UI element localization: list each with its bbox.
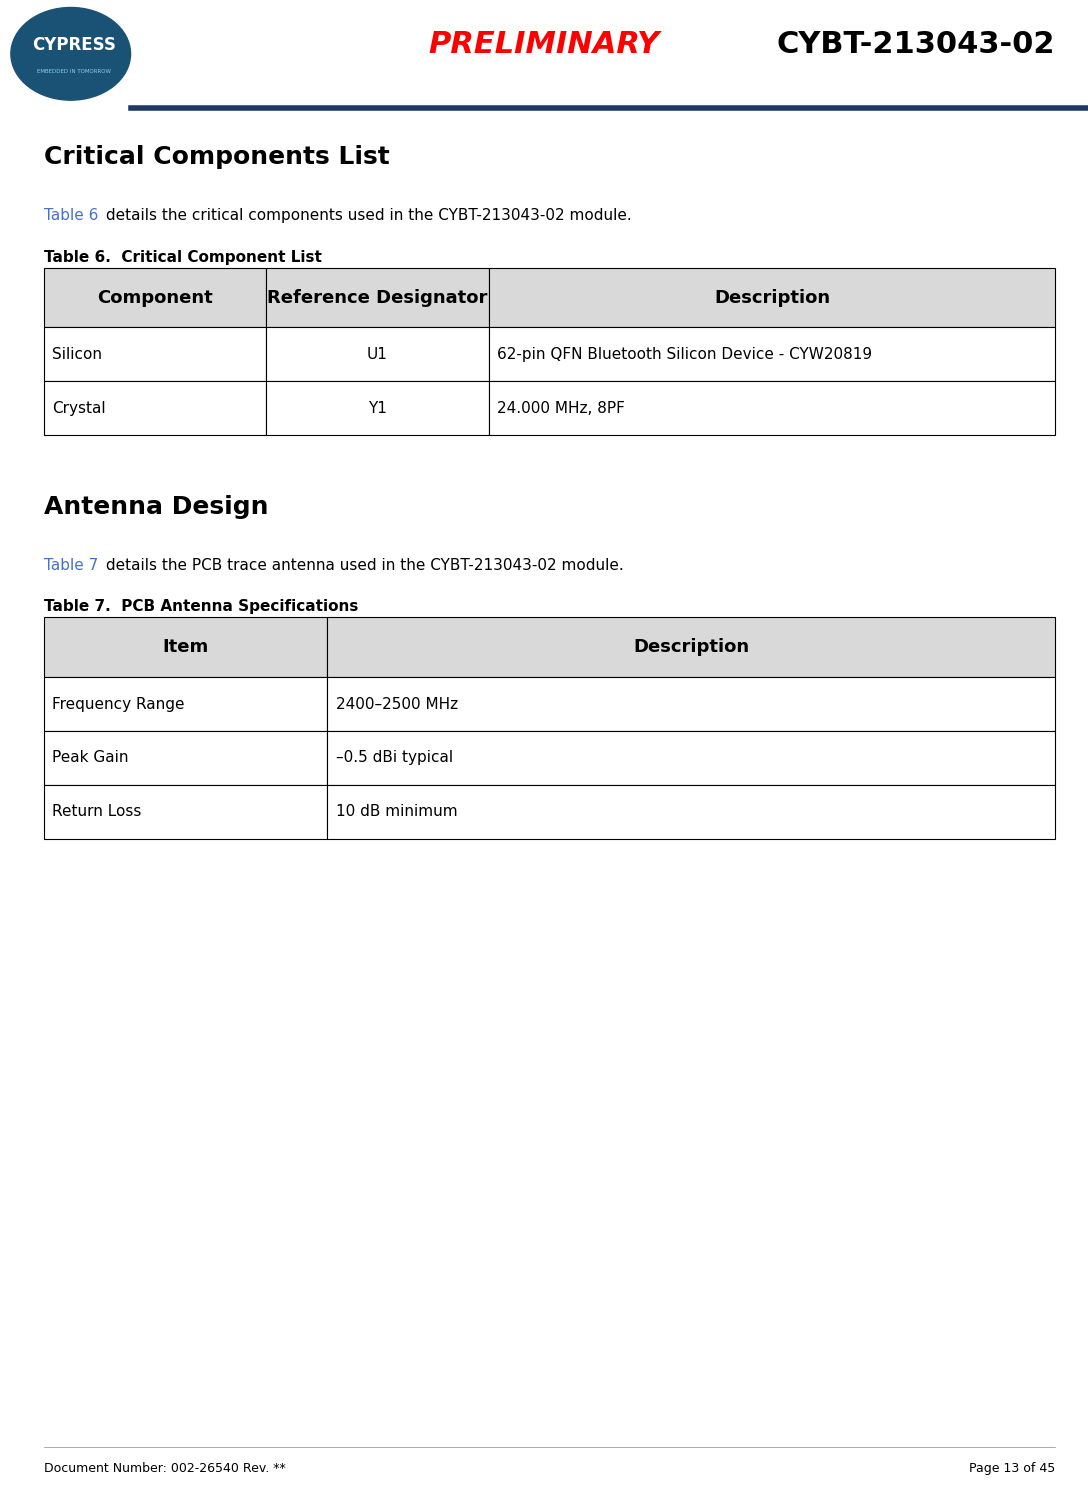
Text: CYBT-213043-02: CYBT-213043-02 xyxy=(777,30,1055,60)
Bar xyxy=(44,677,326,731)
Bar xyxy=(489,381,1055,435)
Bar xyxy=(267,268,489,327)
Text: Component: Component xyxy=(97,289,212,306)
Text: 2400–2500 MHz: 2400–2500 MHz xyxy=(335,697,458,712)
Text: Page 13 of 45: Page 13 of 45 xyxy=(969,1462,1055,1474)
Text: CYPRESS: CYPRESS xyxy=(32,36,116,54)
Bar xyxy=(489,327,1055,381)
Text: 10 dB minimum: 10 dB minimum xyxy=(335,804,457,819)
Bar xyxy=(44,731,326,785)
Bar xyxy=(267,381,489,435)
Text: Table 6: Table 6 xyxy=(44,208,98,223)
Bar xyxy=(326,785,1055,839)
Text: Frequency Range: Frequency Range xyxy=(52,697,185,712)
Text: Table 6.  Critical Component List: Table 6. Critical Component List xyxy=(44,250,321,265)
Ellipse shape xyxy=(11,7,131,100)
Text: details the critical components used in the CYBT-213043-02 module.: details the critical components used in … xyxy=(101,208,632,223)
Bar xyxy=(44,268,267,327)
Bar xyxy=(44,785,326,839)
Text: Table 7.  PCB Antenna Specifications: Table 7. PCB Antenna Specifications xyxy=(44,599,358,614)
Text: Antenna Design: Antenna Design xyxy=(44,495,268,519)
Text: 24.000 MHz, 8PF: 24.000 MHz, 8PF xyxy=(497,401,626,416)
Bar xyxy=(267,327,489,381)
Bar xyxy=(44,327,267,381)
Text: U1: U1 xyxy=(367,347,387,362)
Text: Silicon: Silicon xyxy=(52,347,102,362)
Text: 62-pin QFN Bluetooth Silicon Device - CYW20819: 62-pin QFN Bluetooth Silicon Device - CY… xyxy=(497,347,873,362)
Bar xyxy=(489,268,1055,327)
Text: –0.5 dBi typical: –0.5 dBi typical xyxy=(335,750,453,765)
Text: Reference Designator: Reference Designator xyxy=(268,289,487,306)
Text: Crystal: Crystal xyxy=(52,401,106,416)
Bar xyxy=(44,617,326,677)
Text: Item: Item xyxy=(162,638,208,656)
Text: Description: Description xyxy=(633,638,750,656)
Bar xyxy=(44,381,267,435)
Text: PRELIMINARY: PRELIMINARY xyxy=(429,30,659,60)
Text: details the PCB trace antenna used in the CYBT-213043-02 module.: details the PCB trace antenna used in th… xyxy=(101,558,623,573)
Text: EMBEDDED IN TOMORROW: EMBEDDED IN TOMORROW xyxy=(37,69,111,75)
Text: Critical Components List: Critical Components List xyxy=(44,145,390,169)
Text: Document Number: 002-26540 Rev. **: Document Number: 002-26540 Rev. ** xyxy=(44,1462,285,1474)
Text: Return Loss: Return Loss xyxy=(52,804,141,819)
Bar xyxy=(326,677,1055,731)
Text: Table 7: Table 7 xyxy=(44,558,98,573)
Bar xyxy=(326,731,1055,785)
Text: Description: Description xyxy=(714,289,830,306)
Text: Peak Gain: Peak Gain xyxy=(52,750,128,765)
Text: Y1: Y1 xyxy=(368,401,387,416)
Bar xyxy=(326,617,1055,677)
